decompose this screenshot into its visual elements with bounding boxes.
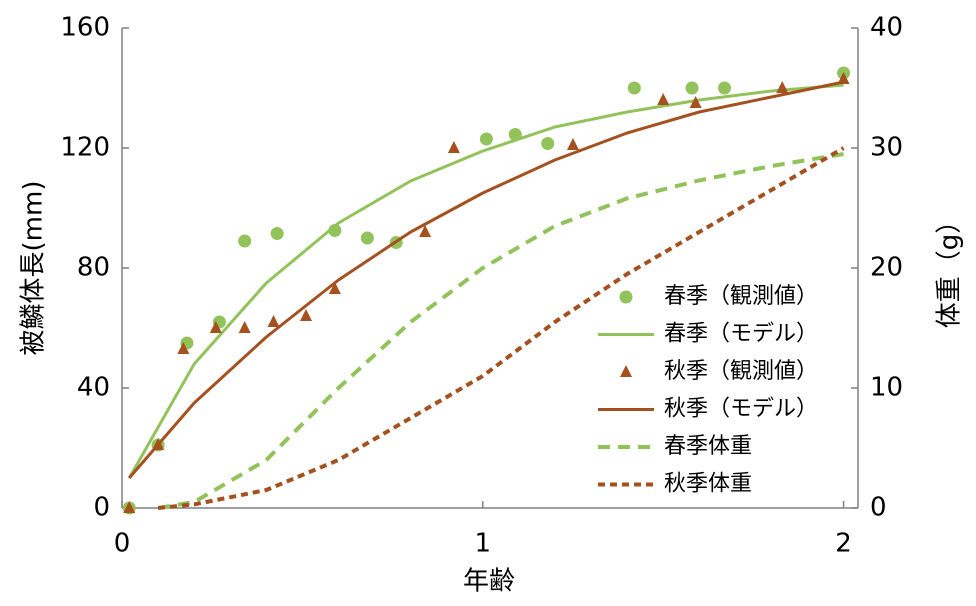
legend-marker [620, 365, 632, 377]
x-axis-label: 年齢 [463, 567, 515, 597]
data-point [657, 93, 670, 105]
legend-label: 春季（観測値） [664, 284, 818, 309]
series-line [157, 146, 845, 510]
x-tick-label: 1 [475, 529, 492, 559]
data-point [479, 132, 493, 146]
data-point [566, 138, 579, 150]
data-point [209, 321, 222, 333]
y-tick-label: 80 [77, 253, 110, 283]
data-point [685, 81, 699, 95]
data-point [776, 81, 789, 93]
y2-tick-label: 40 [870, 13, 903, 43]
y-tick-label: 120 [60, 133, 110, 163]
y-axis-label: 被鱗体長(mm) [19, 181, 49, 356]
data-point [419, 225, 432, 237]
data-point [270, 227, 284, 240]
data-point [123, 501, 136, 513]
legend-label: 秋季（観測値） [664, 359, 818, 384]
data-point [718, 81, 732, 95]
data-point [328, 282, 341, 294]
legend-marker [619, 290, 633, 304]
data-point [300, 309, 312, 321]
data-point [837, 72, 850, 84]
data-point [267, 315, 280, 327]
series-line [127, 83, 844, 479]
y2-tick-label: 30 [870, 133, 903, 163]
series-line [157, 152, 844, 510]
data-point [360, 231, 374, 245]
y2-tick-label: 0 [870, 493, 887, 523]
y-tick-label: 160 [60, 13, 110, 43]
y2-tick-label: 10 [870, 373, 903, 403]
legend-label: 春季（モデル） [664, 322, 818, 347]
y-tick-label: 40 [77, 373, 110, 403]
data-point [238, 321, 251, 333]
series-line [128, 80, 844, 479]
legend-label: 春季体重 [664, 434, 752, 459]
y2-axis-label: 体重（g） [935, 208, 965, 329]
data-point [238, 234, 252, 248]
data-point [177, 342, 190, 354]
data-point [689, 96, 702, 108]
data-point [541, 137, 555, 150]
legend-label: 秋季体重 [664, 472, 752, 497]
x-tick-label: 0 [114, 529, 131, 559]
data-point [627, 81, 641, 95]
legend-label: 秋季（モデル） [664, 397, 818, 422]
data-point [447, 141, 460, 153]
y2-tick-label: 20 [870, 253, 903, 283]
x-tick-label: 2 [835, 529, 852, 559]
y-tick-label: 0 [93, 493, 110, 523]
